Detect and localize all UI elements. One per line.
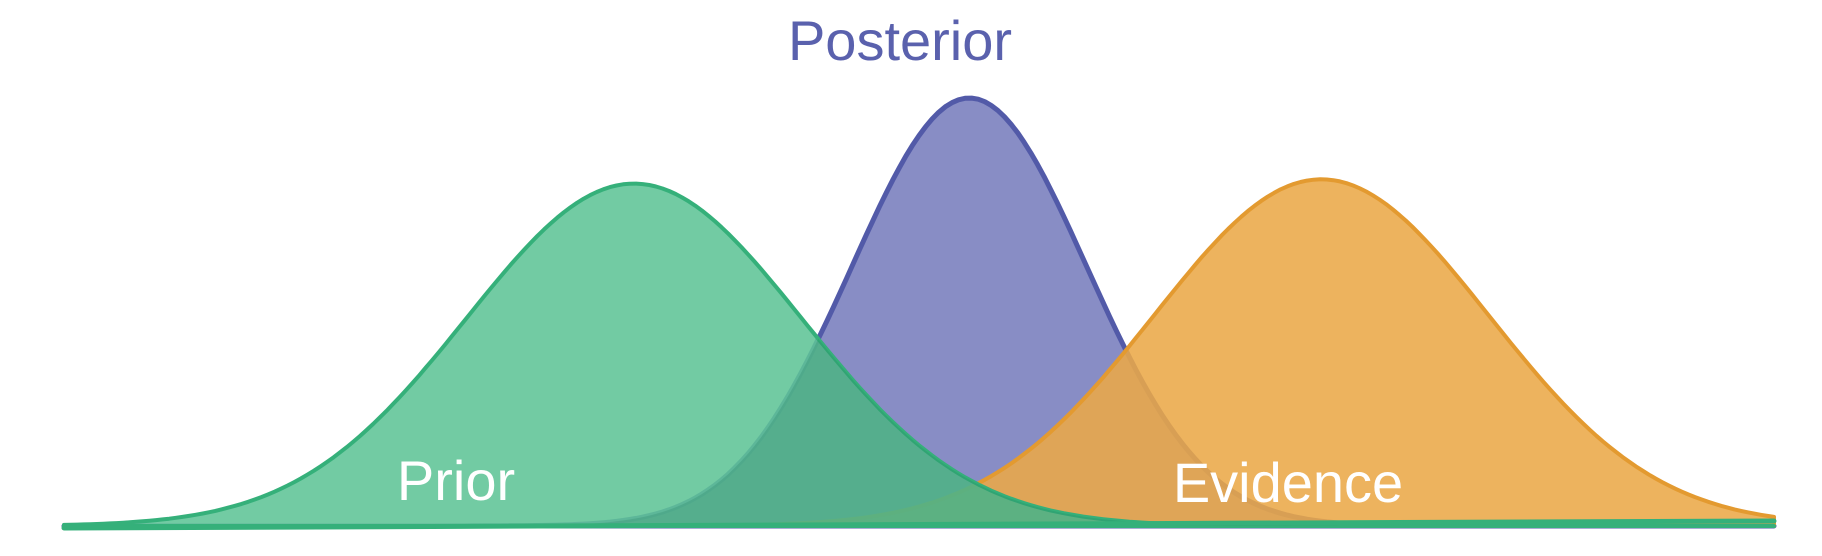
prior-label: Prior — [397, 449, 515, 512]
baseline — [61, 518, 1777, 531]
evidence-label: Evidence — [1173, 451, 1403, 514]
curve-group — [61, 95, 1777, 531]
prior-curve — [62, 181, 1776, 528]
posterior-label: Posterior — [788, 9, 1012, 72]
